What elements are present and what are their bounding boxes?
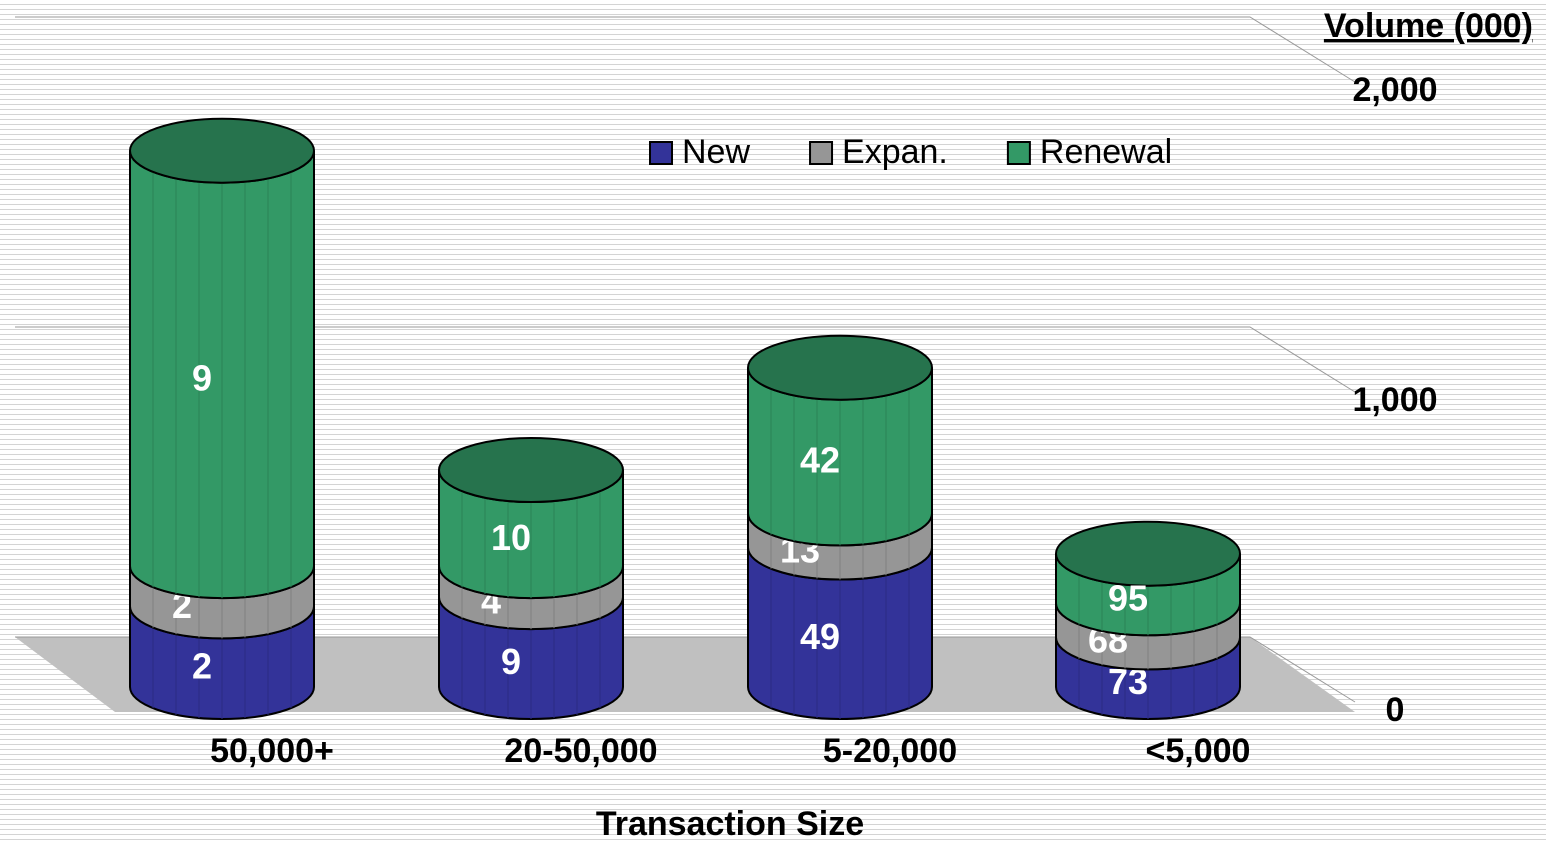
cylinder-top bbox=[438, 437, 624, 503]
data-label: 42 bbox=[800, 439, 840, 480]
data-label: 9 bbox=[192, 357, 212, 398]
data-label: 49 bbox=[800, 616, 840, 657]
x-tick-label: 5-20,000 bbox=[823, 732, 957, 770]
x-axis-title: Transaction Size bbox=[596, 805, 864, 843]
axis-title: Volume (000) bbox=[1324, 7, 1533, 45]
grid-line bbox=[15, 326, 1356, 393]
y-tick-label: 2,000 bbox=[1352, 71, 1437, 109]
grid-line bbox=[15, 16, 1356, 83]
y-tick-label: 1,000 bbox=[1352, 381, 1437, 419]
y-tick-label: 0 bbox=[1386, 691, 1405, 729]
legend-label: Expan. bbox=[842, 133, 948, 171]
data-label: 10 bbox=[491, 517, 531, 558]
cylinder-top bbox=[747, 334, 933, 401]
legend-swatch bbox=[649, 141, 673, 165]
legend-swatch bbox=[1006, 141, 1031, 165]
grid-line bbox=[15, 636, 1356, 703]
data-label: 9 bbox=[501, 641, 521, 682]
cylinder-top bbox=[129, 117, 315, 184]
legend-label: Renewal bbox=[1040, 133, 1172, 171]
x-tick-label: 50,000+ bbox=[210, 732, 334, 770]
legend-swatch bbox=[809, 141, 834, 165]
x-tick-label: 20-50,000 bbox=[504, 732, 657, 770]
x-tick-label: <5,000 bbox=[1146, 732, 1251, 770]
floor bbox=[15, 637, 1355, 712]
cylinder-top bbox=[1055, 520, 1241, 587]
data-label: 2 bbox=[192, 646, 212, 687]
data-label: 95 bbox=[1108, 577, 1148, 618]
legend-label: New bbox=[682, 133, 750, 171]
